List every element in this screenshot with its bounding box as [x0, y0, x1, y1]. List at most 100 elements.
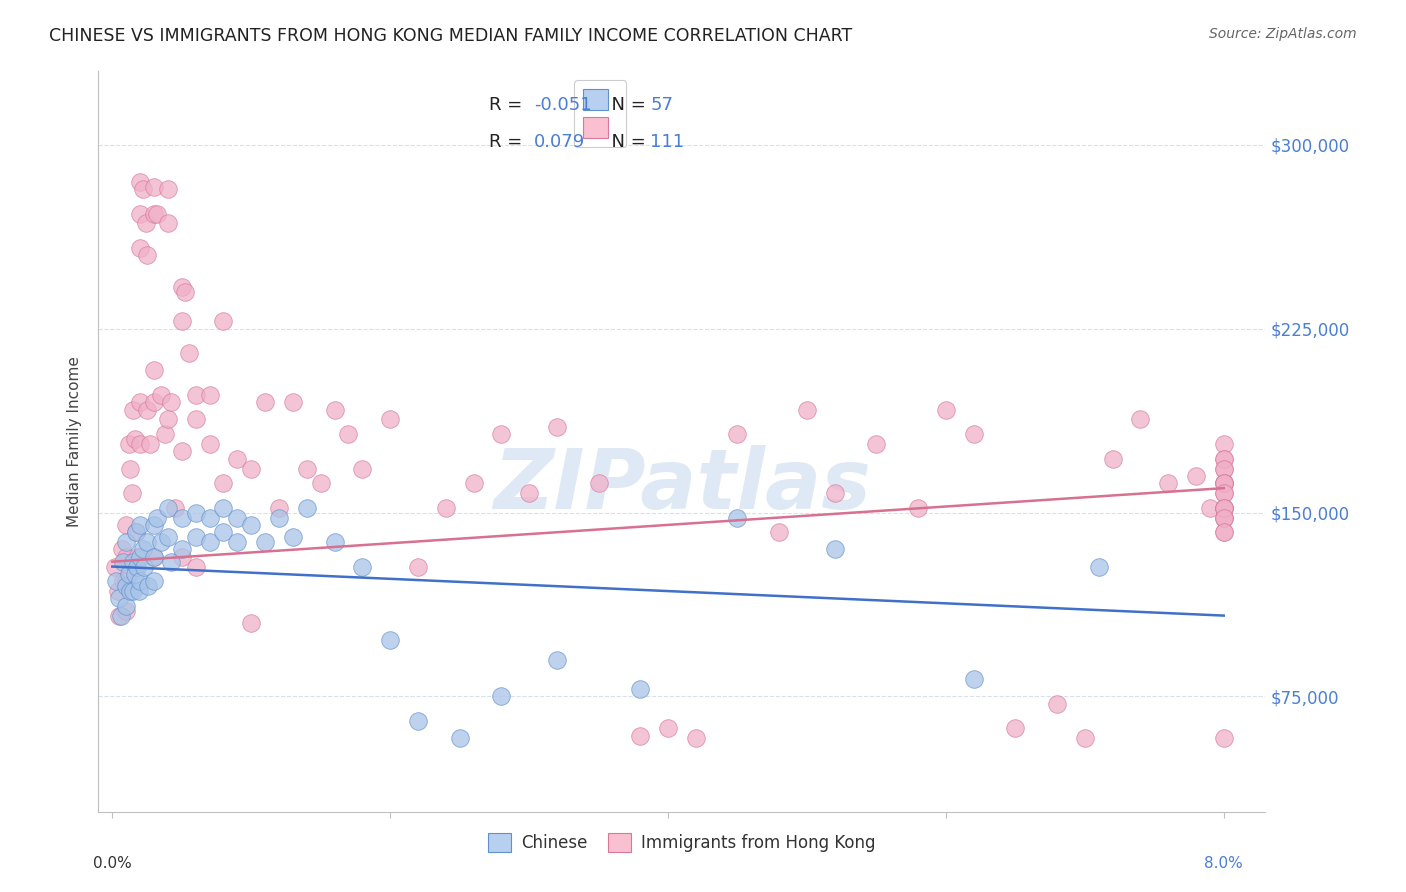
Point: [1074, 731, 1097, 746]
Point: [143, 206, 166, 220]
Point: [121, 486, 143, 500]
Point: [198, 535, 221, 549]
Point: [865, 437, 887, 451]
Point: [1212, 510, 1234, 524]
Point: [1212, 500, 1234, 515]
Point: [129, 437, 152, 451]
Point: [1212, 486, 1234, 500]
Point: [628, 682, 651, 697]
Point: [184, 412, 207, 426]
Point: [1212, 486, 1234, 500]
Point: [129, 574, 152, 589]
Point: [1212, 510, 1234, 524]
Point: [1212, 525, 1234, 540]
Point: [153, 427, 176, 442]
Point: [177, 346, 200, 360]
Point: [685, 731, 707, 746]
Point: [143, 179, 166, 194]
Point: [198, 510, 221, 524]
Point: [1129, 412, 1152, 426]
Point: [115, 574, 138, 589]
Point: [406, 559, 429, 574]
Point: [281, 395, 304, 409]
Point: [124, 432, 146, 446]
Point: [156, 216, 179, 230]
Point: [254, 395, 277, 409]
Point: [1101, 451, 1123, 466]
Point: [240, 517, 263, 532]
Point: [380, 412, 402, 426]
Point: [127, 549, 149, 564]
Point: [449, 731, 471, 746]
Point: [170, 314, 193, 328]
Point: [267, 510, 290, 524]
Point: [163, 500, 186, 515]
Point: [1087, 559, 1109, 574]
Point: [129, 175, 152, 189]
Point: [124, 566, 146, 581]
Point: [768, 525, 790, 540]
Text: 111: 111: [651, 133, 685, 151]
Point: [143, 549, 166, 564]
Point: [657, 722, 679, 736]
Point: [156, 182, 179, 196]
Point: [1212, 476, 1234, 491]
Point: [1212, 510, 1234, 524]
Point: [132, 182, 155, 196]
Point: [134, 559, 156, 574]
Point: [136, 248, 159, 262]
Point: [149, 388, 172, 402]
Point: [935, 402, 957, 417]
Point: [122, 584, 145, 599]
Point: [122, 402, 145, 417]
Point: [108, 608, 131, 623]
Point: [1212, 500, 1234, 515]
Point: [115, 604, 138, 618]
Point: [491, 427, 513, 442]
Point: [380, 633, 402, 648]
Point: [796, 402, 818, 417]
Point: [240, 615, 263, 630]
Text: CHINESE VS IMMIGRANTS FROM HONG KONG MEDIAN FAMILY INCOME CORRELATION CHART: CHINESE VS IMMIGRANTS FROM HONG KONG MED…: [49, 27, 852, 45]
Point: [146, 206, 169, 220]
Point: [1004, 722, 1026, 736]
Point: [118, 566, 141, 581]
Point: [105, 574, 128, 589]
Point: [129, 549, 152, 564]
Point: [104, 559, 127, 574]
Point: [170, 542, 193, 557]
Point: [337, 427, 360, 442]
Point: [107, 584, 129, 599]
Point: [907, 500, 929, 515]
Point: [212, 314, 235, 328]
Point: [1212, 437, 1234, 451]
Point: [184, 530, 207, 544]
Point: [962, 673, 984, 687]
Point: [125, 525, 148, 540]
Point: [138, 579, 160, 593]
Point: [173, 285, 195, 299]
Point: [159, 555, 181, 569]
Point: [323, 535, 346, 549]
Point: [184, 506, 207, 520]
Point: [115, 549, 138, 564]
Point: [198, 437, 221, 451]
Point: [170, 444, 193, 458]
Point: [143, 395, 166, 409]
Point: [143, 549, 166, 564]
Point: [156, 412, 179, 426]
Point: [170, 510, 193, 524]
Point: [240, 461, 263, 475]
Text: R =: R =: [489, 133, 529, 151]
Point: [135, 216, 157, 230]
Point: [352, 461, 374, 475]
Point: [170, 549, 193, 564]
Point: [1212, 476, 1234, 491]
Point: [143, 363, 166, 377]
Text: 8.0%: 8.0%: [1205, 856, 1243, 871]
Text: 0.079: 0.079: [534, 133, 585, 151]
Point: [727, 427, 749, 442]
Point: [108, 591, 131, 606]
Point: [309, 476, 332, 491]
Point: [254, 535, 277, 549]
